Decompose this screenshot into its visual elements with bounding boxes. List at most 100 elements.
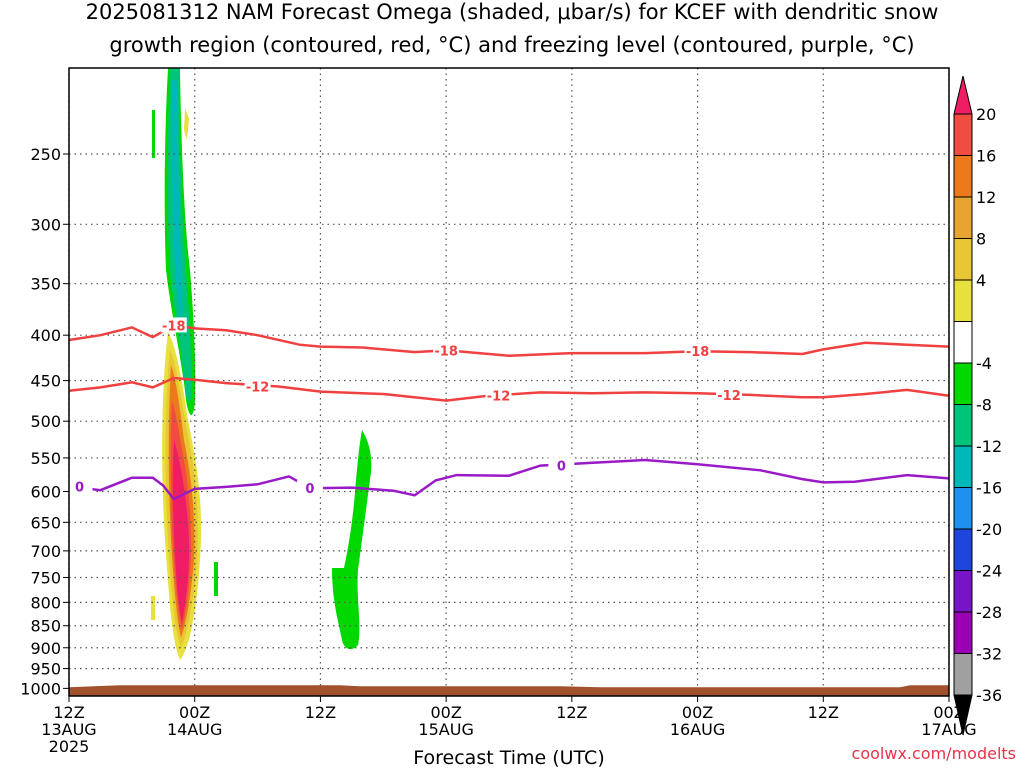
contour-line-minus12	[68, 376, 950, 402]
colorbar-bin	[953, 528, 973, 571]
colorbar-bin	[953, 570, 973, 613]
y-tick-label: 400	[30, 326, 61, 345]
x-tick-label: 12Z	[808, 703, 839, 722]
y-tick-label: 250	[30, 145, 61, 164]
y-tick-label: 450	[30, 372, 61, 391]
terrain-layer	[69, 685, 949, 696]
colorbar-bin	[953, 445, 973, 488]
colorbar-bin	[953, 487, 973, 530]
x-tick-label: 17AUG	[921, 720, 976, 739]
y-tick-label: 750	[30, 568, 61, 587]
x-axis-label: Forecast Time (UTC)	[413, 747, 604, 768]
y-tick-label: 550	[30, 449, 61, 468]
colorbar-bin	[953, 362, 973, 405]
contour-label-bg	[433, 342, 460, 358]
colorbar-bin	[953, 404, 973, 447]
omega-shade-small-yellow-1	[184, 108, 189, 140]
credit-text: coolwx.com/modelts	[851, 744, 1016, 763]
x-tick-label: 12Z	[556, 703, 587, 722]
colorbar-label: 4	[976, 271, 986, 290]
omega-shade-positive-20	[172, 440, 190, 622]
colorbar-label: -20	[976, 520, 1002, 539]
colorbar-bin	[953, 611, 973, 654]
x-tick-label: 15AUG	[418, 720, 473, 739]
omega-shading-layer	[151, 68, 372, 660]
contour-label-bg	[244, 378, 271, 394]
contour-label: -18	[162, 319, 186, 334]
colorbar-bottom-triangle	[953, 694, 973, 736]
omega-shade-negative-12	[171, 80, 183, 320]
colorbar-label: -8	[976, 396, 992, 415]
colorbar-label: 16	[976, 147, 996, 166]
contour-label-bg	[684, 343, 711, 359]
x-tick-label: 00Z	[179, 703, 210, 722]
y-tick-label: 350	[30, 275, 61, 294]
omega-shade-small-green-1	[152, 110, 155, 158]
colorbar-label: 12	[976, 188, 996, 207]
x-tick-label: 00Z	[430, 703, 461, 722]
colorbar-label: 8	[976, 230, 986, 249]
colorbar-label: -28	[976, 603, 1002, 622]
y-tick-label: 700	[30, 542, 61, 561]
chart-title-line-2: growth region (contoured, red, °C) and f…	[109, 33, 915, 57]
y-tick-label: 650	[30, 513, 61, 532]
omega-shade-small-green-2	[214, 562, 218, 596]
colorbar-label: -32	[976, 645, 1002, 664]
contour-line-0	[68, 458, 950, 501]
colorbar-label: -12	[976, 437, 1002, 456]
colorbar-bin	[953, 155, 973, 198]
x-tick-label: 16AUG	[670, 720, 725, 739]
y-axis-ticks: 250 300 350 400 450 500 550 600 650 700 750 800 850 9…	[20, 145, 69, 698]
contour-label: 0	[557, 460, 566, 475]
colorbar-label: 20	[976, 105, 996, 124]
y-tick-label: 300	[30, 215, 61, 234]
contour-label: 0	[305, 482, 314, 497]
y-tick-label: 600	[30, 482, 61, 501]
x-tick-label: 13AUG	[41, 720, 96, 739]
contour-label: 0	[75, 480, 84, 495]
contour-label-bg	[716, 386, 742, 402]
plot-frame	[68, 67, 950, 697]
x-tick-label: 2025	[49, 737, 90, 756]
contour-label-bg	[66, 478, 93, 494]
contour-label-bg	[296, 480, 323, 496]
colorbar-bin	[953, 113, 973, 156]
contour-label: -18	[686, 345, 710, 360]
contour-label: -12	[246, 381, 270, 396]
colorbar-bin	[953, 196, 973, 239]
contour-label-bg	[485, 387, 512, 403]
x-tick-label: 00Z	[682, 703, 713, 722]
contour-label: -18	[434, 344, 458, 359]
colorbar-label: -4	[976, 354, 992, 373]
omega-shade-small-yellow-2	[151, 596, 155, 620]
chart-title-line-1: 2025081312 NAM Forecast Omega (shaded, μ…	[85, 0, 939, 24]
y-tick-label: 950	[30, 660, 61, 679]
y-tick-label: 800	[30, 593, 61, 612]
grid-lines	[68, 68, 950, 696]
y-tick-label: 850	[30, 617, 61, 636]
colorbar-bin	[953, 279, 973, 322]
omega-shade-negative-band	[332, 430, 372, 650]
x-tick-label: 12Z	[53, 703, 84, 722]
contour-layer: -18 -18 -18 -12 -12 -12 0 0 0	[66, 317, 950, 501]
contour-line-minus18	[68, 324, 950, 358]
contour-label-bg	[160, 317, 187, 333]
y-tick-label: 500	[30, 412, 61, 431]
y-tick-label: 900	[30, 639, 61, 658]
colorbar-label: -24	[976, 562, 1002, 581]
colorbar-bin	[953, 238, 973, 281]
contour-label-bg	[548, 457, 575, 473]
colorbar-top-triangle	[953, 75, 973, 115]
terrain-band	[69, 685, 949, 696]
y-tick-label: 1000	[20, 679, 61, 698]
colorbar: 20 16 12 8 4 -4 -8 -12 -16 -20 -24 -28 -32 -36	[953, 75, 1002, 736]
colorbar-label: -16	[976, 479, 1002, 498]
contour-label: -12	[717, 389, 741, 404]
x-tick-label: 14AUG	[167, 720, 222, 739]
contour-label: -12	[487, 390, 511, 405]
colorbar-bin	[953, 321, 973, 364]
colorbar-label: -36	[976, 686, 1002, 705]
colorbar-bin	[953, 653, 973, 696]
x-tick-label: 12Z	[305, 703, 336, 722]
